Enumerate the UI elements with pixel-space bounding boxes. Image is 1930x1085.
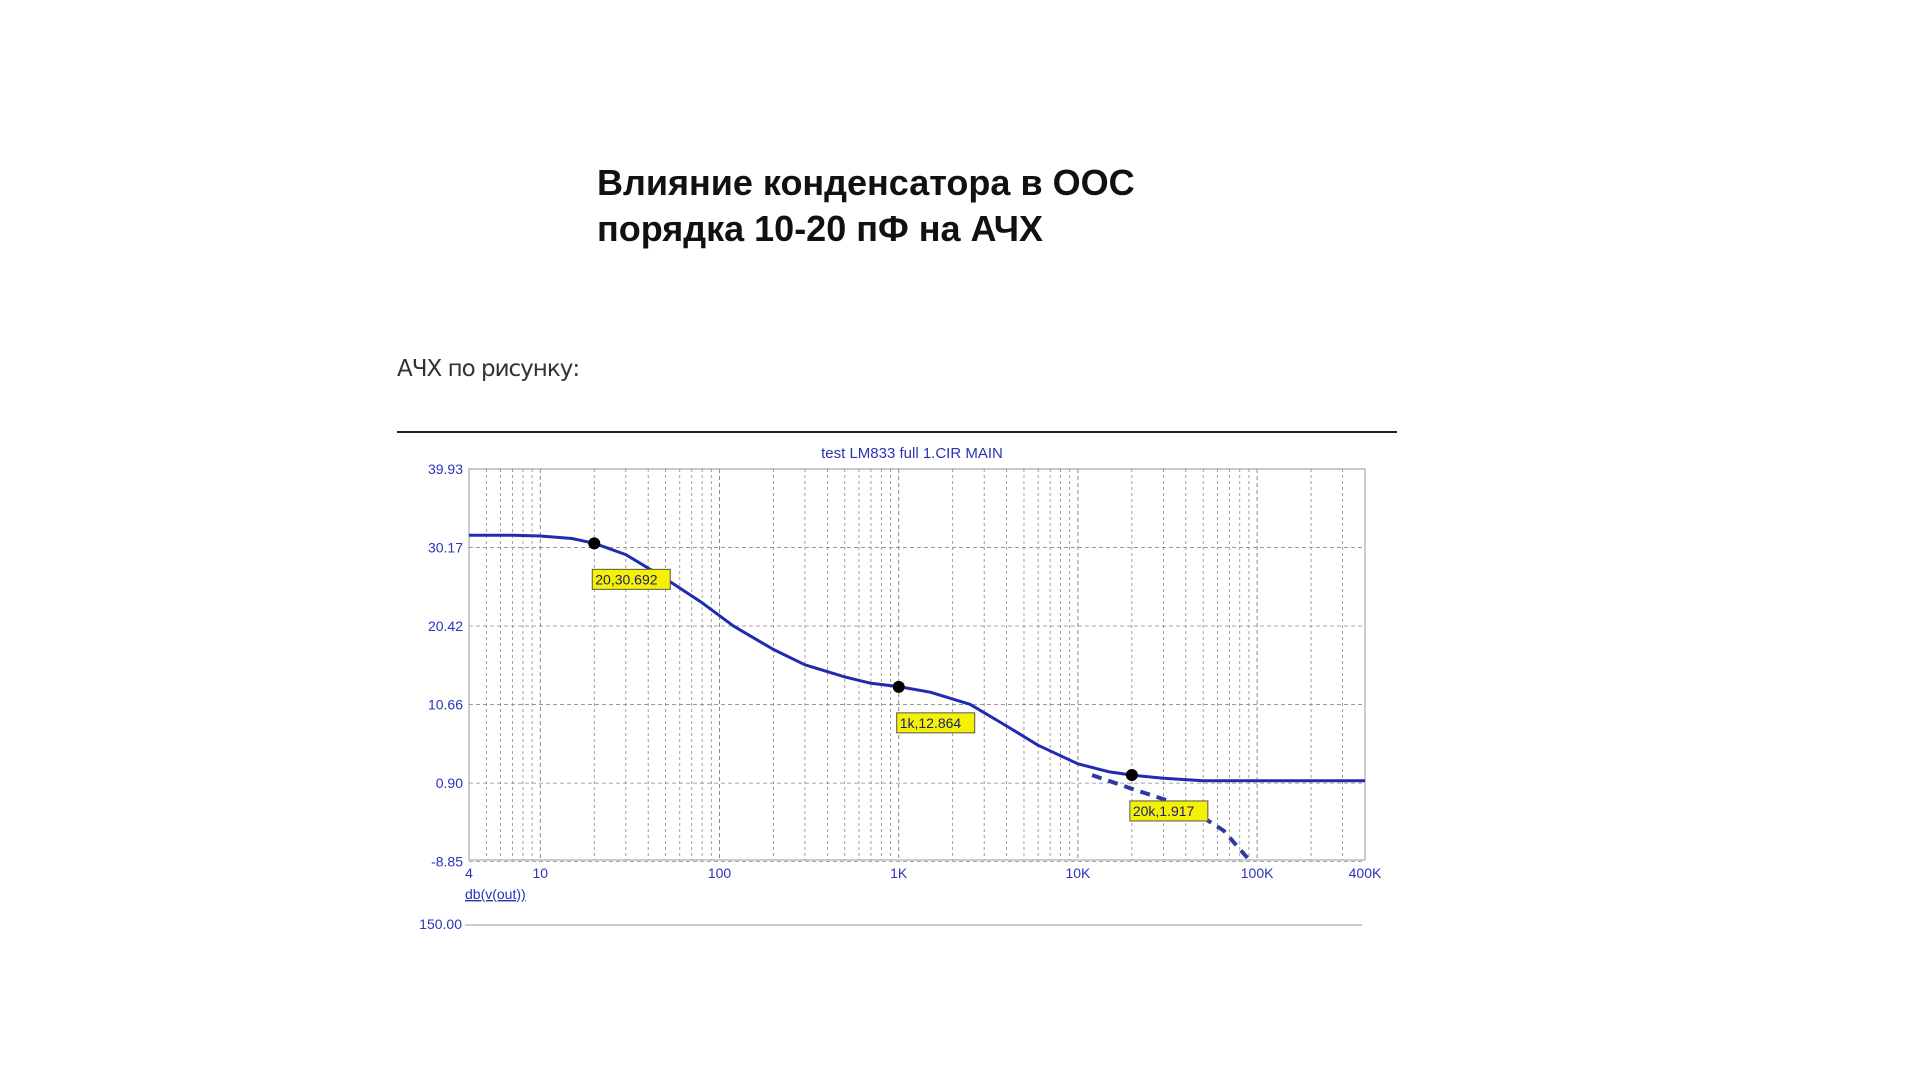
y-tick-label: 0.90 xyxy=(436,775,463,791)
data-markers: 20,30.692 1k,12.864 20k,1.917 xyxy=(588,537,1209,822)
y-tick-label: 39.93 xyxy=(428,461,463,477)
x-tick-label: 400K xyxy=(1349,865,1382,881)
data-marker-label: 20k,1.917 xyxy=(1133,803,1195,819)
data-marker-point xyxy=(892,680,905,693)
grid-lines xyxy=(469,468,1365,863)
y-tick-label: 10.66 xyxy=(428,697,463,713)
x-axis-ticks: 4 10 100 1K 10K 100K 400K xyxy=(465,865,1382,881)
data-marker-label-box xyxy=(591,568,671,590)
y-tick-label: 30.17 xyxy=(428,540,463,556)
dashed-annotation-line xyxy=(1091,773,1251,861)
data-marker-label: 20,30.692 xyxy=(595,571,657,587)
plot-frame xyxy=(468,468,1366,861)
data-marker-point xyxy=(588,537,601,550)
y-tick-label: -8.85 xyxy=(431,854,463,870)
data-marker-label-box xyxy=(896,712,976,734)
data-marker-point xyxy=(1125,768,1138,781)
slide-title: Влияние конденсатора в ООС порядка 10-20… xyxy=(597,160,1135,252)
x-tick-label: 10K xyxy=(1065,865,1091,881)
chart-caption: АЧХ по рисунку: xyxy=(397,356,580,382)
y-axis-label: db(v(out)) xyxy=(465,886,526,902)
slide-title-line-1: Влияние конденсатора в ООС xyxy=(597,162,1135,203)
x-tick-label: 100 xyxy=(708,865,732,881)
data-marker-label-box xyxy=(1129,800,1209,822)
x-tick-label: 100K xyxy=(1241,865,1274,881)
chart-title: test LM833 full 1.CIR MAIN xyxy=(821,445,1003,462)
slide-title-line-2: порядка 10-20 пФ на АЧХ xyxy=(597,208,1044,249)
data-marker-label: 1k,12.864 xyxy=(900,715,962,731)
y-tick-label: 20.42 xyxy=(428,618,463,634)
x-tick-label: 4 xyxy=(465,865,473,881)
x-tick-label: 1K xyxy=(890,865,908,881)
lower-plot-y-tick-label: 150.00 xyxy=(419,916,462,932)
y-axis-ticks: 39.93 30.17 20.42 10.66 0.90 -8.85 xyxy=(428,461,463,870)
x-tick-label: 10 xyxy=(533,865,549,881)
